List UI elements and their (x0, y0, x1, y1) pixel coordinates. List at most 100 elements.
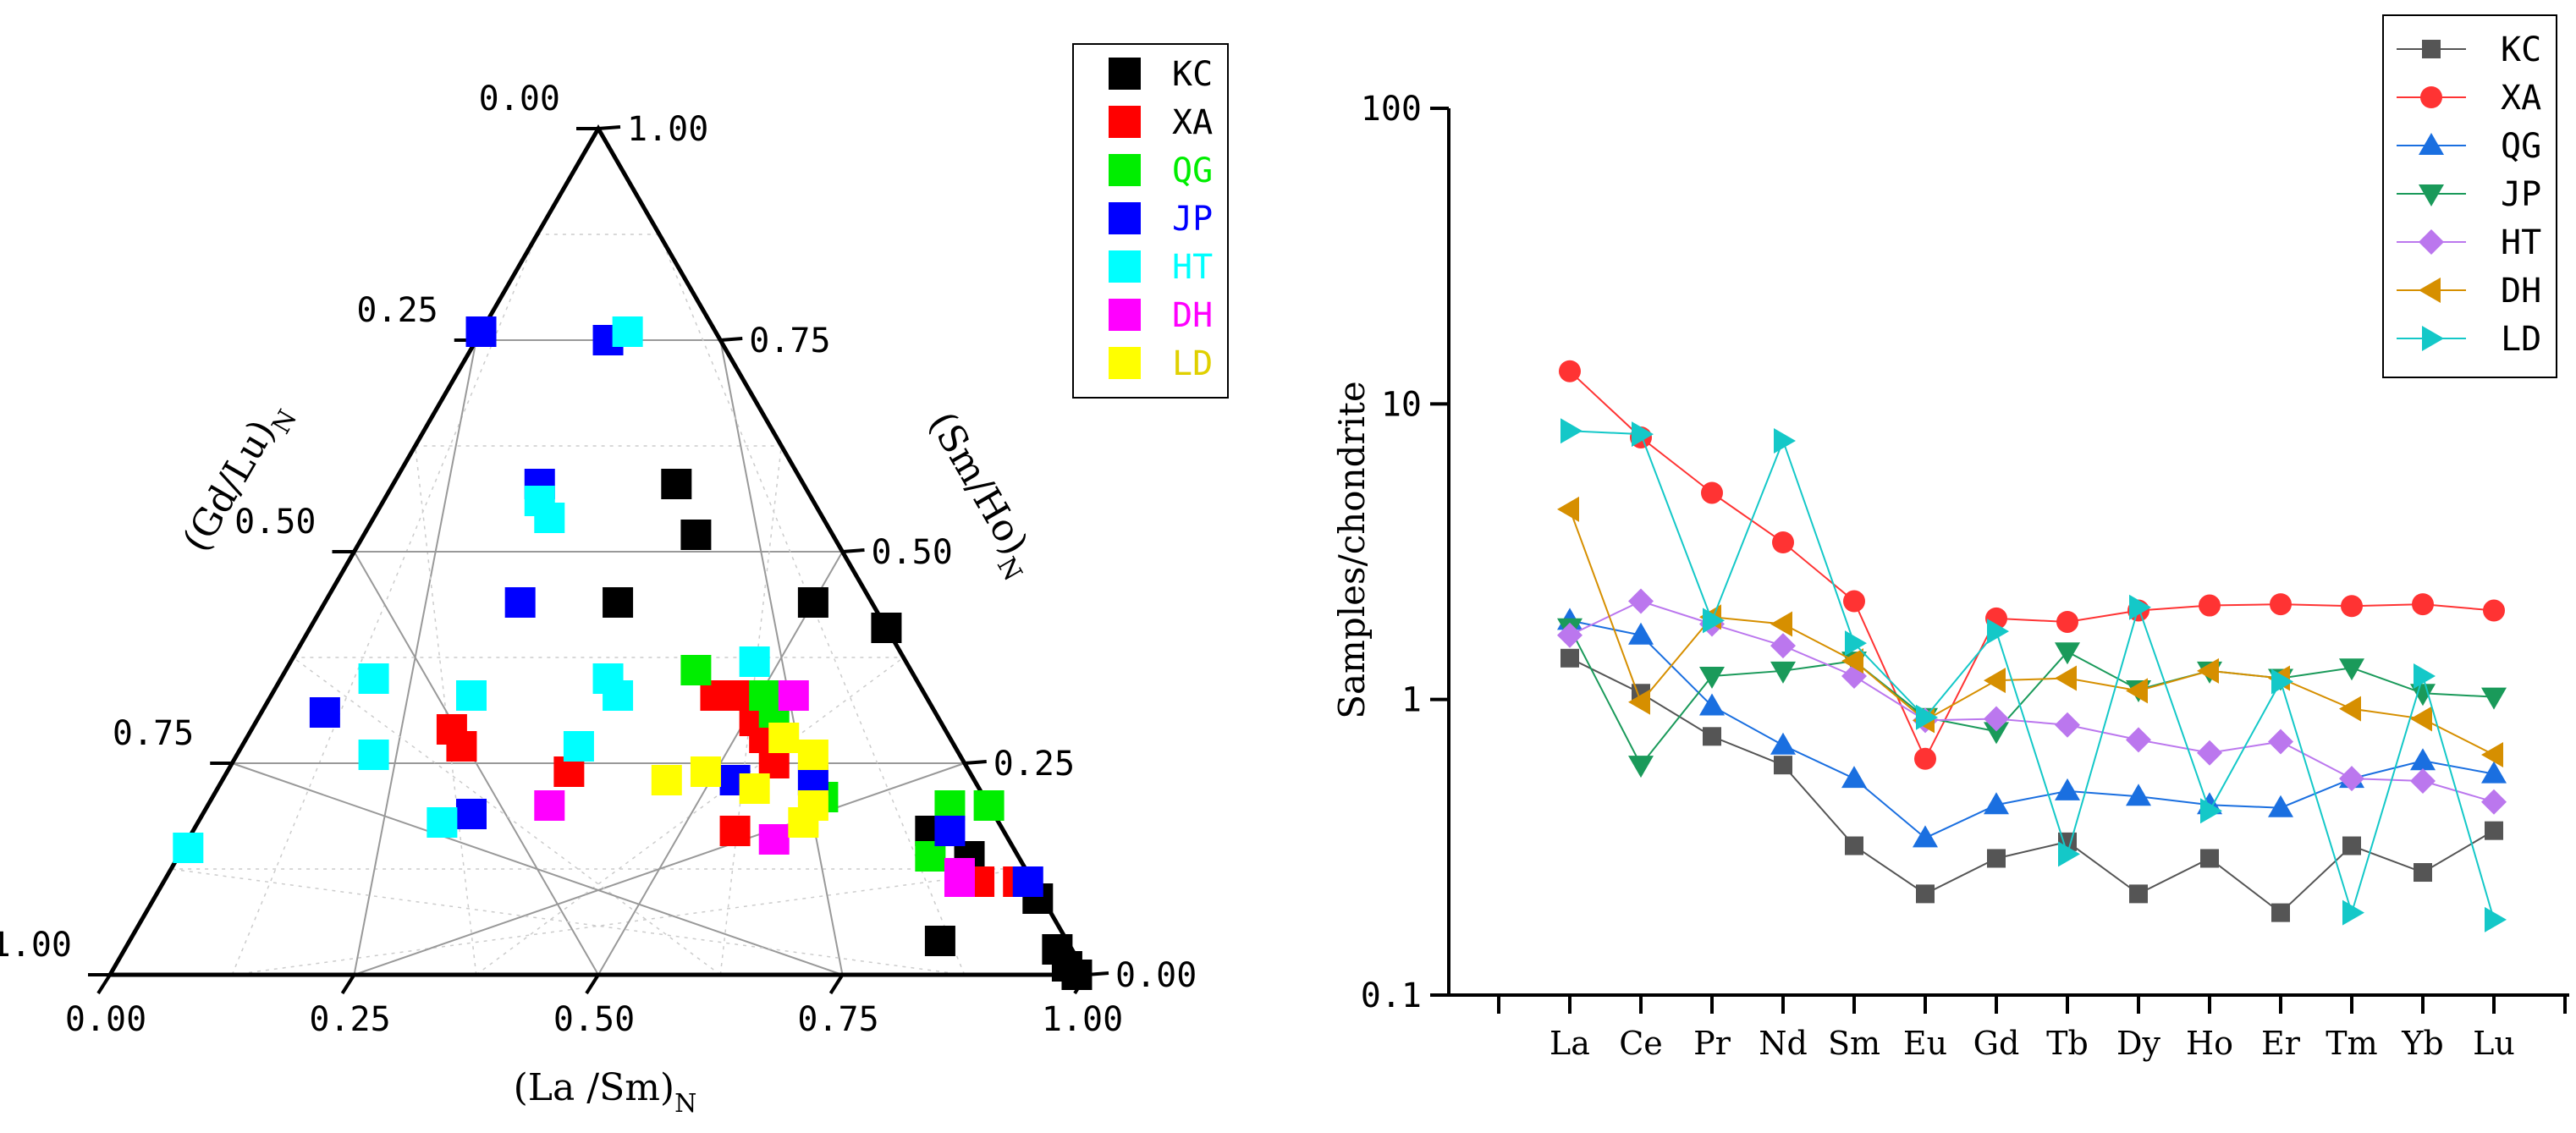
series-point-ht (2126, 727, 2151, 753)
series-point-qg (1841, 766, 1867, 789)
series-point-jp (2339, 658, 2364, 681)
series-point-kc (2485, 821, 2503, 840)
ternary-point-ht (173, 833, 204, 863)
series-point-dh (2126, 678, 2148, 704)
ternary-bottom-tick-label: 0.75 (797, 1000, 878, 1039)
ternary-legend-label-xa: XA (1172, 103, 1213, 142)
line-legend-label-dh: DH (2501, 272, 2541, 311)
series-point-kc (2129, 884, 2148, 904)
ternary-point-kc (661, 469, 692, 499)
line-legend-marker-xa (2420, 86, 2442, 108)
series-point-ld (1774, 427, 1796, 454)
series-point-jp (1984, 722, 2009, 745)
ternary-point-ht (534, 503, 565, 533)
series-point-kc (1560, 648, 1579, 668)
ternary-plot: 0.00 0.25 0.50 0.75 1.00 1.00 0.75 0.50 0.25 0.00… (0, 43, 1229, 1119)
series-point-kc (1703, 727, 1721, 746)
ternary-bottom-tick (340, 973, 356, 995)
series-point-dh (2481, 742, 2503, 768)
series-ld (1560, 418, 2507, 932)
series-point-jp (2410, 684, 2436, 707)
ternary-point-jp (1012, 866, 1043, 897)
line-legend-marker-qg (2419, 133, 2444, 155)
ternary-point-ld (651, 765, 682, 795)
line-chart-x-tick-label: Dy (2116, 1025, 2160, 1062)
series-point-qg (2055, 778, 2080, 800)
series-line-ht (1569, 600, 2495, 803)
series-point-ht (1770, 633, 1796, 659)
series-point-ld (1916, 704, 1938, 730)
ternary-right-tick (597, 125, 621, 130)
ternary-right-tick-label: 0.00 (1115, 956, 1197, 995)
ternary-point-dh (758, 824, 790, 855)
ternary-legend-label-jp: JP (1172, 200, 1213, 239)
series-line-ld (1569, 430, 2495, 921)
series-point-kc (1987, 849, 2006, 868)
series-point-jp (1770, 661, 1796, 684)
ternary-point-ht (603, 680, 634, 711)
series-point-qg (2481, 761, 2507, 784)
line-chart-x-tick-label: Lu (2473, 1025, 2515, 1062)
ternary-right-tick-label: 0.25 (994, 745, 1075, 784)
ternary-point-ht (358, 740, 389, 770)
ternary-point-ht (563, 731, 594, 762)
ree-line-chart: 0.1 1 10 100 La Ce Pr Nd Sm Eu Gd Tb Dy Ho Er Tm Yb Lu Sa… (1331, 14, 2569, 1062)
ternary-point-jp (455, 799, 487, 829)
line-chart-x-tick-label: Tm (2326, 1025, 2377, 1062)
series-point-ht (2339, 766, 2364, 792)
line-chart-axes: 0.1 1 10 100 La Ce Pr Nd Sm Eu Gd Tb Dy Ho Er Tm Yb Lu (1361, 90, 2569, 1062)
line-chart-x-tick-label: Ho (2186, 1025, 2233, 1062)
series-dh (1557, 496, 2503, 768)
ternary-point-jp (504, 587, 536, 618)
series-point-ht (2055, 712, 2080, 738)
ternary-left-tick-label: 0.00 (479, 80, 560, 118)
series-point-xa (2341, 595, 2363, 618)
line-legend-label-xa: XA (2501, 79, 2541, 118)
ternary-bottom-axis-label-main: (La /Sm) (514, 1066, 674, 1109)
series-point-kc (2271, 903, 2290, 922)
ternary-point-ld (788, 807, 819, 838)
line-chart-x-tick-label: Er (2261, 1025, 2301, 1062)
series-line-kc (1569, 657, 2495, 914)
series-point-ht (1628, 588, 1654, 614)
line-legend-marker-kc (2422, 40, 2441, 58)
ternary-legend-swatch-xa (1109, 106, 1141, 138)
ternary-left-tick-label: 0.50 (234, 503, 316, 542)
ternary-bottom-tick-label: 0.00 (65, 1000, 146, 1039)
line-chart-y-tick-label: 10 (1381, 385, 1422, 424)
ternary-right-tick (720, 337, 743, 342)
series-point-ht (2481, 789, 2507, 815)
series-point-qg (2410, 748, 2436, 771)
series-xa (1559, 360, 2505, 770)
ternary-legend-swatch-ht (1109, 250, 1141, 283)
series-point-dh (2197, 657, 2219, 684)
series-ht (1557, 588, 2507, 815)
ternary-gridline (719, 339, 844, 976)
series-point-dh (2339, 696, 2361, 722)
ternary-bottom-tick-label: 0.50 (553, 1000, 635, 1039)
series-line-xa (1569, 370, 2495, 762)
ternary-point-ht (358, 663, 389, 694)
series-point-ht (2197, 740, 2222, 766)
ternary-point-jp (465, 316, 497, 347)
series-point-xa (1914, 747, 1936, 770)
line-legend-marker-ld (2422, 326, 2444, 351)
ternary-legend-swatch-qg (1109, 154, 1141, 186)
ternary-legend-label-dh: DH (1172, 296, 1213, 335)
series-point-dh (1770, 611, 1792, 637)
ternary-gridline (353, 551, 599, 976)
line-chart-y-tick-label: 100 (1361, 90, 1422, 129)
series-point-ht (1984, 706, 2009, 732)
series-point-jp (1628, 756, 1654, 778)
series-point-qg (1770, 732, 1796, 755)
series-point-ld (2485, 906, 2507, 932)
series-point-ld (2200, 798, 2222, 824)
series-jp (1557, 618, 2507, 778)
series-point-xa (1772, 531, 1794, 554)
line-chart-x-tick-label: Gd (1973, 1025, 2020, 1062)
series-point-qg (1699, 693, 1725, 716)
ternary-point-ht (427, 807, 458, 838)
series-point-kc (2414, 863, 2432, 883)
ternary-left-tick-label: 0.75 (113, 714, 194, 753)
line-legend-marker-ht (2419, 229, 2444, 255)
